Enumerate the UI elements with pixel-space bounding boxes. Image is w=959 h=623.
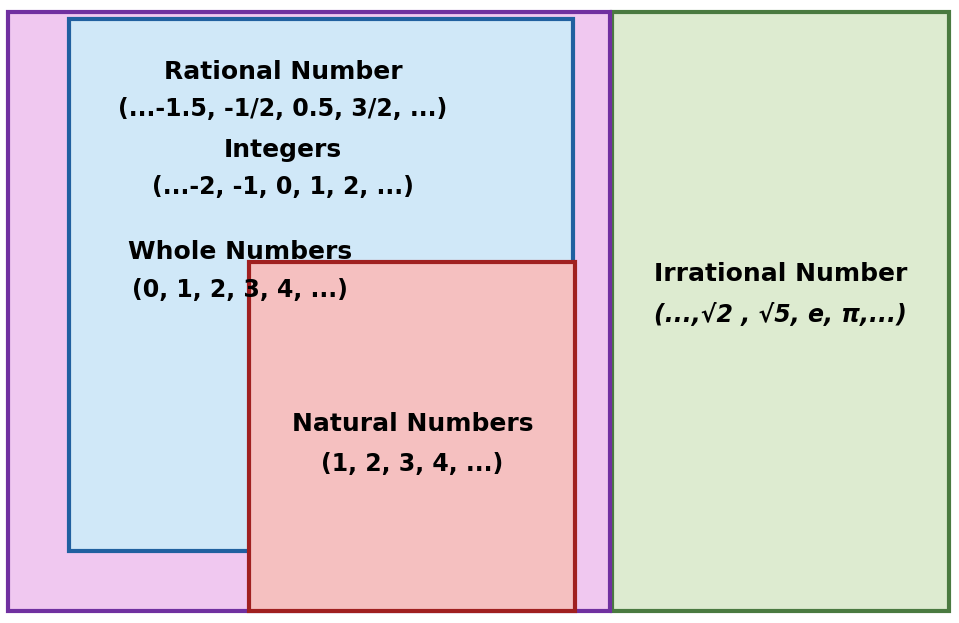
FancyBboxPatch shape (8, 12, 610, 611)
FancyBboxPatch shape (249, 262, 575, 611)
Text: (...,√2 , √5, e, π,...): (...,√2 , √5, e, π,...) (654, 303, 907, 326)
Text: Irrational Number: Irrational Number (654, 262, 907, 286)
Text: Rational Number: Rational Number (164, 60, 402, 83)
Text: Natural Numbers: Natural Numbers (292, 412, 533, 435)
Text: (...-2, -1, 0, 1, 2, ...): (...-2, -1, 0, 1, 2, ...) (152, 175, 414, 199)
Text: (1, 2, 3, 4, ...): (1, 2, 3, 4, ...) (321, 452, 503, 476)
FancyBboxPatch shape (69, 19, 573, 551)
Text: (...-1.5, -1/2, 0.5, 3/2, ...): (...-1.5, -1/2, 0.5, 3/2, ...) (118, 97, 448, 121)
Text: Integers: Integers (223, 138, 342, 161)
Text: (0, 1, 2, 3, 4, ...): (0, 1, 2, 3, 4, ...) (131, 278, 348, 302)
Text: Whole Numbers: Whole Numbers (128, 240, 352, 264)
FancyBboxPatch shape (612, 12, 949, 611)
